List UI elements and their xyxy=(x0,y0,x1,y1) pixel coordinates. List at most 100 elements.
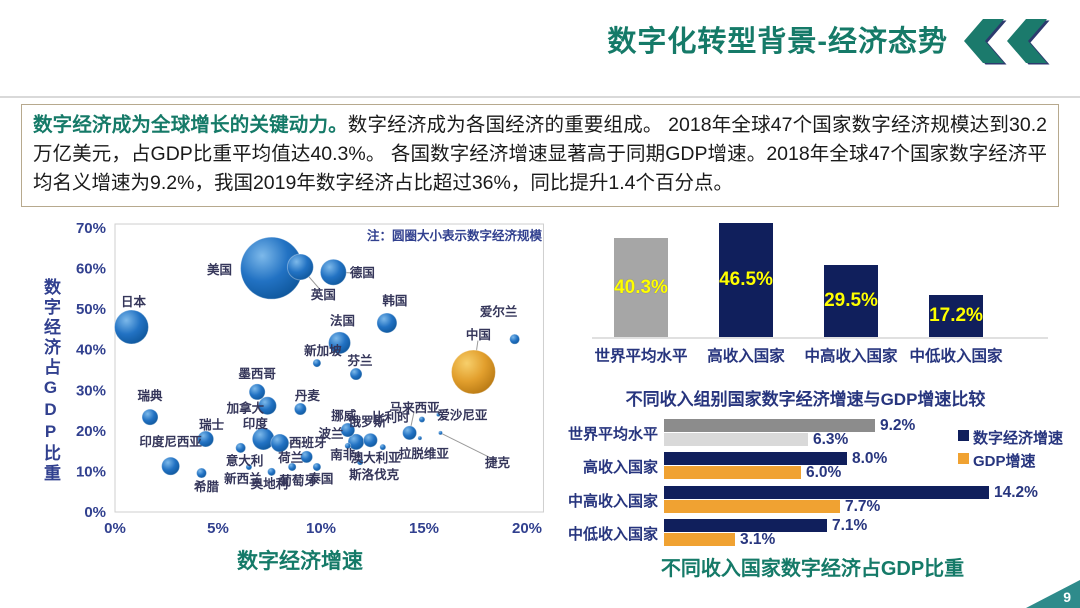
summary-body-text: 数字经济成为各国经济的重要组成。 2018年全球47个国家数字经济规模达到30.… xyxy=(33,114,1047,194)
legend-swatch xyxy=(958,430,969,441)
legend-label: GDP增速 xyxy=(973,453,1036,470)
svg-text:捷克: 捷克 xyxy=(485,455,511,470)
svg-text:0%: 0% xyxy=(84,504,106,521)
hbar-bar xyxy=(664,486,989,499)
hbar-value-label: 7.7% xyxy=(845,498,881,515)
hbar-value-label: 8.0% xyxy=(852,450,888,467)
svg-text:美国: 美国 xyxy=(207,262,232,277)
bar-column xyxy=(929,295,983,337)
svg-text:新西兰: 新西兰 xyxy=(224,471,262,486)
svg-text:10%: 10% xyxy=(306,520,336,537)
svg-text:30%: 30% xyxy=(76,382,106,399)
svg-text:斯洛伐克: 斯洛伐克 xyxy=(349,467,400,482)
bar-value-label: 17.2% xyxy=(929,305,983,326)
bar-category-label: 中低收入国家 xyxy=(909,348,1003,365)
svg-text:20%: 20% xyxy=(512,520,542,537)
header-divider xyxy=(0,96,1080,98)
hbar-category-label: 世界平均水平 xyxy=(567,426,658,443)
svg-text:拉脱维亚: 拉脱维亚 xyxy=(399,446,450,461)
svg-text:60%: 60% xyxy=(76,261,106,278)
hbar-category-label: 中低收入国家 xyxy=(567,526,658,543)
svg-text:希腊: 希腊 xyxy=(193,479,220,494)
svg-text:瑞典: 瑞典 xyxy=(138,388,164,403)
svg-text:法国: 法国 xyxy=(330,313,355,328)
bar-column xyxy=(719,223,773,337)
bar-category-label: 世界平均水平 xyxy=(594,348,688,365)
svg-text:0%: 0% xyxy=(104,520,126,537)
svg-text:爱尔兰: 爱尔兰 xyxy=(480,304,518,319)
svg-text:15%: 15% xyxy=(409,520,439,537)
svg-text:西班牙: 西班牙 xyxy=(289,435,327,450)
bubble-chart: 0% 10% 20% 30% 40% 50% 60% 70% 0% 5% 10% 15% 20% 注：圆圈… xyxy=(76,220,544,537)
svg-text:芬兰: 芬兰 xyxy=(347,353,374,368)
svg-text:南非: 南非 xyxy=(330,447,356,462)
bubble-chart-y-axis-title: 数字经济占GDP比重 xyxy=(41,278,60,484)
svg-text:韩国: 韩国 xyxy=(382,293,407,308)
hbar-category-label: 中高收入国家 xyxy=(567,493,658,510)
hbar-value-label: 6.3% xyxy=(813,431,849,448)
bar-category-label: 中高收入国家 xyxy=(804,348,898,365)
svg-text:德国: 德国 xyxy=(350,265,375,280)
bar-category-label: 高收入国家 xyxy=(707,348,785,365)
svg-text:70%: 70% xyxy=(76,220,106,237)
svg-text:10%: 10% xyxy=(76,463,106,480)
svg-text:荷兰: 荷兰 xyxy=(277,450,304,465)
svg-text:马来西亚: 马来西亚 xyxy=(390,400,441,415)
svg-text:40%: 40% xyxy=(76,342,106,359)
svg-text:葡萄牙: 葡萄牙 xyxy=(278,473,317,488)
bar-value-label: 40.3% xyxy=(614,276,668,298)
svg-text:注：圆圈大小表示数字经济规模: 注：圆圈大小表示数字经济规模 xyxy=(367,228,543,243)
bar-chart-caption: 不同收入国家数字经济占GDP比重 xyxy=(660,558,965,580)
svg-text:比利时: 比利时 xyxy=(372,410,410,425)
page-corner-triangle xyxy=(1026,580,1080,608)
svg-text:泰国: 泰国 xyxy=(307,471,333,486)
svg-text:5%: 5% xyxy=(207,520,229,537)
hbar-bar xyxy=(664,452,847,465)
hbar-value-label: 14.2% xyxy=(994,484,1038,501)
summary-textbox: 数字经济成为全球增长的关键动力。数字经济成为各国经济的重要组成。 2018年全球… xyxy=(21,104,1059,207)
svg-text:新加坡: 新加坡 xyxy=(304,343,342,358)
bar-value-label: 46.5% xyxy=(719,269,773,290)
hbar-bar xyxy=(664,419,875,432)
hbar-bar xyxy=(664,533,735,546)
legend-label: 数字经济增速 xyxy=(973,430,1064,447)
svg-text:中国: 中国 xyxy=(466,327,491,342)
hbar-value-label: 9.2% xyxy=(880,417,916,434)
hbar-bar xyxy=(664,433,808,446)
svg-text:50%: 50% xyxy=(76,301,106,318)
svg-text:日本: 日本 xyxy=(121,294,147,309)
hbar-value-label: 7.1% xyxy=(832,517,868,534)
double-chevron-left-icon xyxy=(958,16,1050,71)
svg-text:奥地利: 奥地利 xyxy=(251,476,289,491)
svg-text:澳大利亚: 澳大利亚 xyxy=(351,450,402,465)
svg-text:丹麦: 丹麦 xyxy=(295,388,321,403)
svg-text:墨西哥: 墨西哥 xyxy=(238,367,276,381)
legend-swatch xyxy=(958,453,969,464)
page-number: 9 xyxy=(1063,589,1071,605)
hbar-category-label: 高收入国家 xyxy=(582,459,658,476)
hbar-value-label: 3.1% xyxy=(740,531,776,548)
svg-text:英国: 英国 xyxy=(311,287,336,302)
svg-text:加拿大: 加拿大 xyxy=(226,401,265,416)
svg-text:爱沙尼亚: 爱沙尼亚 xyxy=(437,408,488,423)
svg-text:挪威: 挪威 xyxy=(331,408,357,423)
hbar-bar xyxy=(664,519,827,532)
svg-text:俄罗斯: 俄罗斯 xyxy=(348,414,387,429)
svg-text:印度: 印度 xyxy=(243,416,269,431)
svg-text:20%: 20% xyxy=(76,423,106,440)
svg-text:意大利: 意大利 xyxy=(226,453,264,468)
svg-text:波兰: 波兰 xyxy=(319,426,345,441)
svg-text:瑞士: 瑞士 xyxy=(199,417,225,432)
hbar-bar xyxy=(664,500,840,513)
hbar-chart-title: 不同收入组别国家数字经济增速与GDP增速比较 xyxy=(625,390,986,409)
bubble-chart-caption: 数字经济增速 xyxy=(237,550,363,573)
bar-chart-axis-line xyxy=(592,337,1048,339)
svg-text:印度尼西亚: 印度尼西亚 xyxy=(139,434,202,449)
bar-column xyxy=(824,265,878,337)
page-title: 数字化转型背景-经济态势 xyxy=(607,26,948,58)
bar-value-label: 29.5% xyxy=(824,290,878,311)
bar-column xyxy=(614,238,668,337)
hbar-bar xyxy=(664,466,801,479)
summary-lead-text: 数字经济成为全球增长的关键动力。 xyxy=(33,114,348,136)
